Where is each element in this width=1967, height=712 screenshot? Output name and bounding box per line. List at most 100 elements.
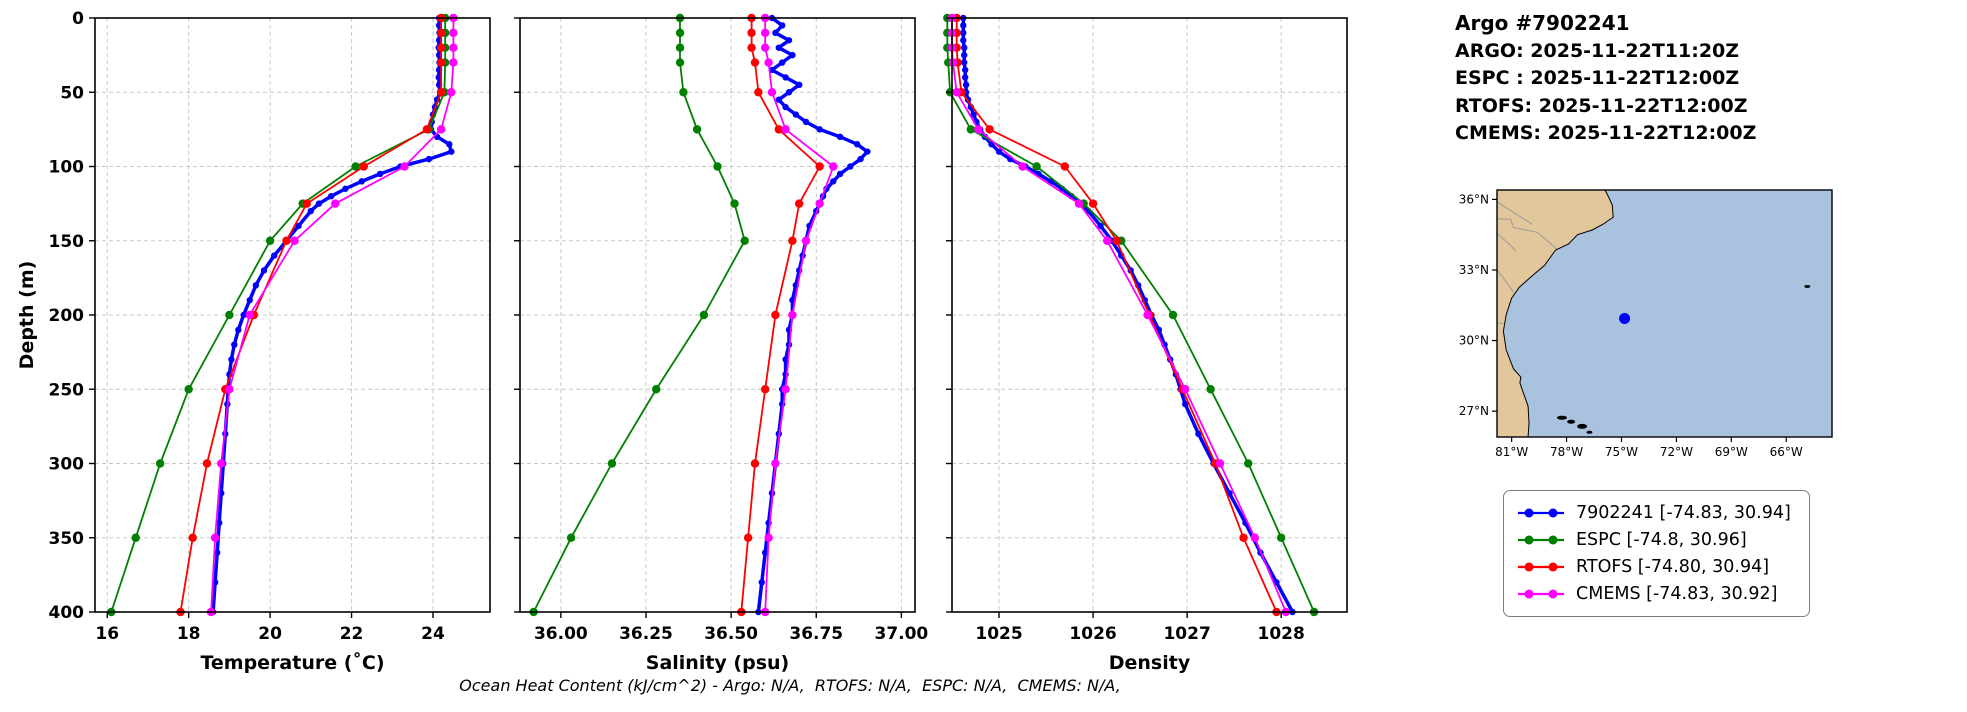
y-tick-label: 0: [72, 9, 84, 29]
argo-timestamp: ARGO: 2025-11-22T11:20Z: [1455, 39, 1740, 62]
series-marker-espc: [1206, 385, 1215, 394]
series-marker-cmems: [974, 125, 983, 134]
series-marker-7902241: [960, 29, 967, 37]
info-header: Argo #7902241 ARGO: 2025-11-22T11:20Z ES…: [1455, 10, 1756, 148]
x-tick-label: 1025: [975, 624, 1022, 644]
series-marker-cmems: [815, 199, 824, 208]
legend-dot: [1524, 562, 1534, 572]
series-marker-espc: [652, 385, 661, 394]
series-marker-7902241: [785, 37, 793, 44]
x-tick-label: 1027: [1163, 624, 1210, 644]
series-marker-7902241: [961, 66, 969, 74]
series-marker-rtofs: [1239, 533, 1248, 542]
series-marker-7902241: [778, 22, 786, 29]
series-marker-rtofs: [1060, 162, 1070, 171]
y-tick-label: 100: [49, 158, 85, 178]
float-position-marker: [1619, 312, 1631, 324]
series-marker-rtofs: [436, 43, 446, 52]
series-marker-rtofs: [422, 125, 432, 134]
series-marker-7902241: [240, 311, 247, 319]
series-marker-rtofs: [788, 236, 797, 245]
series-marker-rtofs: [750, 58, 760, 67]
legend-item-0: 7902241 [-74.83, 30.94]: [1516, 503, 1791, 523]
legend-item-3: CMEMS [-74.83, 30.92]: [1516, 584, 1791, 604]
series-marker-7902241: [961, 44, 968, 51]
series-marker-7902241: [961, 74, 969, 81]
series-marker-espc: [675, 43, 685, 52]
series-marker-rtofs: [302, 199, 311, 208]
legend-dot: [1548, 535, 1558, 545]
series-marker-7902241: [995, 148, 1003, 155]
series-marker-7902241: [961, 51, 968, 59]
series-marker-7902241: [228, 356, 235, 363]
series-marker-7902241: [246, 296, 253, 304]
series-marker-rtofs: [1112, 236, 1121, 245]
series-marker-7902241: [962, 81, 970, 89]
rtofs-timestamp: RTOFS: 2025-11-22T12:00Z: [1455, 94, 1748, 117]
series-marker-cmems: [1215, 459, 1225, 468]
series-marker-7902241: [836, 133, 844, 140]
temperature-profile-panel: 16 18 20 22 24 0 50 100 150 200 250 300 350 400 Temper…: [16, 9, 491, 674]
x-tick-label: 16: [95, 624, 119, 644]
map-lat-label: 27°N: [1459, 404, 1489, 418]
ocean-heat-content-note: Ocean Heat Content (kJ/cm^2) - Argo: N/A…: [459, 676, 1121, 695]
series-marker-7902241: [448, 148, 455, 155]
density-profile-panel: 1025 1026 1027 1028 Density: [943, 13, 1348, 674]
series-marker-espc: [675, 58, 685, 67]
series-marker-espc: [1244, 459, 1253, 468]
series-marker-espc: [692, 125, 702, 134]
series-marker-7902241: [761, 549, 769, 556]
series-marker-7902241: [775, 96, 782, 103]
series-marker-rtofs: [760, 385, 770, 394]
series-marker-cmems: [436, 125, 446, 134]
map-island: [1556, 415, 1567, 420]
salinity-profile-panel: 36.00 36.25 36.50 36.75 37.00 Salinity (psu): [514, 13, 928, 674]
series-marker-7902241: [775, 44, 782, 51]
series-marker-7902241: [231, 341, 238, 348]
y-tick-label: 400: [49, 603, 85, 623]
series-marker-cmems: [400, 162, 409, 171]
series-marker-rtofs: [747, 43, 756, 52]
series-marker-espc: [1276, 533, 1286, 542]
map-land: [1496, 189, 1614, 438]
series-marker-espc: [966, 125, 976, 134]
series-marker-rtofs: [985, 125, 994, 134]
series-marker-cmems: [1250, 533, 1260, 542]
map-island: [1586, 430, 1593, 434]
map-state-border: [1496, 269, 1514, 293]
series-marker-cmems: [225, 385, 234, 394]
series-marker-espc: [131, 533, 140, 542]
series-marker-espc: [184, 385, 193, 394]
series-marker-espc: [679, 88, 688, 97]
legend-label: RTOFS [-74.80, 30.94]: [1576, 557, 1770, 577]
legend-label: 7902241 [-74.83, 30.94]: [1576, 503, 1791, 523]
map-island: [1567, 419, 1576, 424]
legend-marker-icon: [1518, 535, 1564, 545]
x-axis-label: Temperature (˚C): [200, 651, 384, 674]
series-marker-rtofs: [774, 125, 783, 134]
map-state-border: [1496, 201, 1533, 225]
series-marker-7902241: [778, 59, 786, 66]
series-marker-7902241: [772, 29, 779, 37]
map-island: [1577, 423, 1588, 429]
x-tick-label: 36.75: [789, 624, 843, 644]
series-marker-cmems: [801, 236, 811, 245]
series-marker-cmems: [449, 43, 458, 52]
y-tick-label: 50: [60, 83, 84, 103]
series-marker-espc: [155, 459, 165, 468]
series-marker-7902241: [1195, 430, 1202, 437]
series-marker-7902241: [830, 178, 837, 185]
map-state-border: [1496, 218, 1557, 250]
series-marker-cmems: [781, 385, 790, 394]
series-marker-cmems: [449, 28, 458, 38]
series-marker-7902241: [816, 126, 823, 133]
series-marker-cmems: [952, 88, 961, 97]
x-tick-label: 24: [421, 624, 445, 644]
series-marker-rtofs: [188, 533, 197, 542]
series-marker-espc: [265, 236, 275, 245]
x-tick-label: 37.00: [874, 624, 928, 644]
series-marker-7902241: [796, 81, 803, 89]
series-marker-7902241: [1097, 222, 1104, 230]
series-marker-7902241: [789, 51, 796, 59]
